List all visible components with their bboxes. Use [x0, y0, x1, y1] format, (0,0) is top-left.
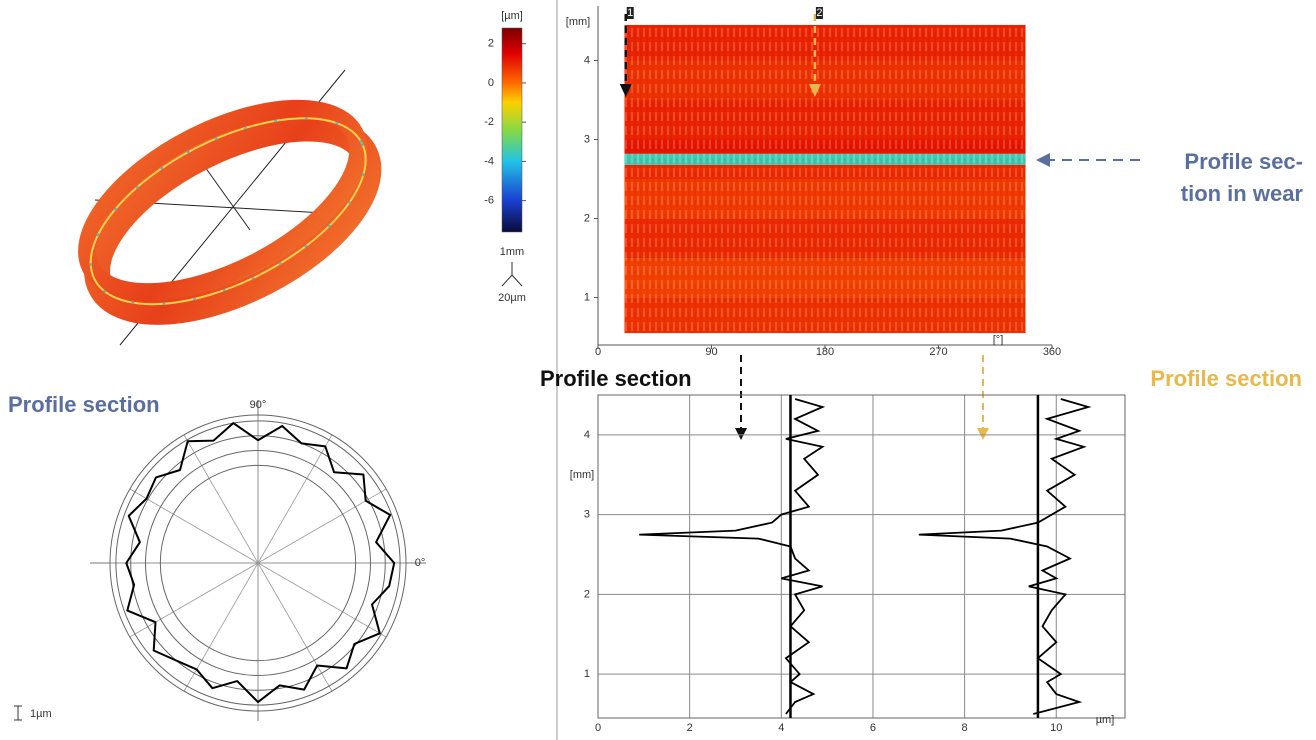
y-tick-label: 4 — [584, 54, 590, 66]
colorbar — [501, 27, 523, 233]
ring — [109, 414, 407, 712]
arrow-head — [735, 428, 747, 440]
heatmap-extent — [624, 24, 1026, 334]
angle-label: 0° — [415, 557, 426, 569]
x-tick-label: 8 — [962, 722, 968, 734]
ring — [115, 420, 401, 706]
profile-line — [918, 398, 1092, 715]
angle-grid — [183, 562, 259, 692]
y-axis-label: [mm] — [566, 16, 590, 28]
scale-icon — [501, 262, 523, 287]
colorbar-tick-label: -6 — [484, 195, 494, 207]
section-title: Profile section — [540, 366, 692, 391]
colorbar-label: [µm] — [501, 10, 523, 22]
annotation: Profile sec- — [1184, 149, 1303, 174]
angle-grid — [257, 434, 333, 564]
profile-line — [639, 398, 826, 715]
y-tick-label: 3 — [584, 133, 590, 145]
marker-box — [626, 7, 634, 19]
scale-label: 1mm — [500, 246, 524, 258]
x-axis-unit: µm] — [1096, 714, 1115, 726]
scale-label: 1µm — [30, 708, 52, 720]
arrow-head — [977, 428, 989, 440]
ring — [145, 450, 371, 676]
section-title: Profile section — [1150, 366, 1302, 391]
marker-head — [619, 84, 632, 97]
x-tick-label: 4 — [778, 722, 784, 734]
ring — [159, 464, 357, 662]
y-tick-label: 1 — [584, 668, 590, 680]
marker-box — [815, 7, 823, 19]
colorbar-tick-label: -2 — [484, 116, 494, 128]
y-tick-label: 1 — [584, 291, 590, 303]
x-tick-label: 2 — [687, 722, 693, 734]
scale-label: 20µm — [498, 292, 526, 304]
angle-grid — [257, 562, 333, 692]
x-tick-label: 0 — [595, 722, 601, 734]
angle-grid — [257, 488, 387, 564]
marker-label: 2 — [816, 7, 822, 19]
polar-profile — [125, 422, 396, 704]
x-tick-label: 10 — [1050, 722, 1062, 734]
x-tick-label: 180 — [816, 346, 834, 358]
y-tick-label: 2 — [584, 212, 590, 224]
annotation: tion in wear — [1181, 181, 1304, 206]
y-axis-label: [mm] — [570, 469, 594, 481]
angle-grid — [129, 562, 259, 638]
arrow-head — [1036, 153, 1050, 167]
y-tick-label: 4 — [584, 429, 590, 441]
ring-3d — [78, 69, 382, 346]
x-tick-label: 270 — [929, 346, 947, 358]
x-tick-label: 6 — [870, 722, 876, 734]
angle-label: 90° — [250, 399, 267, 411]
ring — [130, 435, 386, 691]
colorbar-tick-label: -4 — [484, 155, 494, 167]
marker-head — [808, 84, 821, 97]
angle-grid — [257, 562, 387, 638]
panel-title: Profile section — [8, 392, 160, 417]
x-tick-label: 0 — [595, 346, 601, 358]
colorbar-tick-label: 0 — [488, 77, 494, 89]
plot-frame — [597, 394, 1126, 719]
x-tick-label: 90 — [705, 346, 717, 358]
x-tick-label: 360 — [1043, 346, 1061, 358]
angle-grid — [129, 488, 259, 564]
scale-bar — [14, 705, 22, 721]
y-tick-label: 3 — [584, 509, 590, 521]
y-tick-label: 2 — [584, 588, 590, 600]
marker-label: 1 — [627, 7, 633, 19]
colorbar-tick-label: 2 — [488, 38, 494, 50]
x-axis-unit: [°] — [993, 334, 1004, 346]
angle-grid — [183, 434, 259, 564]
